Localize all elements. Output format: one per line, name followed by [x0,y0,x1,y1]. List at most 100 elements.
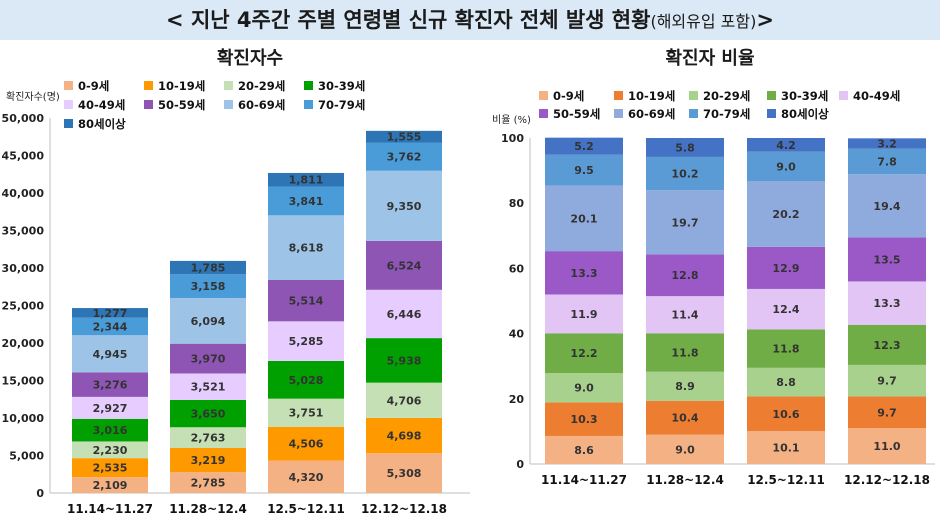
count-bar-segment [170,427,246,448]
ratio-bar-label: 12.4 [772,303,799,316]
ratio-legend-label: 10-19세 [628,89,675,103]
ratio-bar-label: 7.8 [877,155,897,168]
count-category-label: 11.28~12.4 [169,502,247,516]
count-legend-label: 0-9세 [78,79,109,93]
ratio-bar-segment [747,288,825,330]
ratio-bar-segment [747,246,825,289]
ratio-bar-segment [848,237,926,282]
count-bar-segment [268,172,344,187]
ratio-bar-label: 9.0 [675,443,695,456]
count-category-label: 12.5~12.11 [267,502,345,516]
ratio-chart-title: 확진자 비율 [665,48,755,69]
ratio-bar-segment [646,156,724,191]
ratio-bar-segment [545,294,623,334]
count-bar-segment [268,426,344,461]
count-bar-segment [170,297,246,344]
ratio-bar-label: 13.3 [873,297,900,310]
count-bar-label: 1,555 [387,131,422,144]
ratio-y-tick: 80 [509,197,525,210]
ratio-legend-swatch [614,91,623,100]
ratio-bar-label: 10.2 [671,168,698,181]
ratio-category-label: 12.5~12.11 [747,473,825,487]
ratio-bar-label: 8.6 [574,444,594,457]
count-bar-label: 3,762 [387,151,422,164]
count-bar-segment [72,396,148,419]
ratio-bar-label: 12.8 [671,269,698,282]
ratio-legend-swatch [614,109,623,118]
count-bar-label: 6,524 [387,259,422,272]
count-bar-segment [72,458,148,478]
ratio-bar-segment [646,190,724,255]
ratio-category-label: 11.14~11.27 [541,473,627,487]
ratio-bar-segment [747,431,825,464]
ratio-legend-label: 50-59세 [553,107,600,121]
count-bar-label: 4,706 [387,394,422,407]
count-y-tick: 30,000 [2,262,45,275]
page-title-suffix: > [756,8,774,32]
count-legend-label: 20-29세 [238,79,285,93]
count-bar-segment [72,477,148,493]
count-y-tick: 25,000 [2,300,45,313]
count-bar-label: 9,350 [387,200,422,213]
count-bar-segment [72,335,148,373]
page-subtitle: (해외유입 포함) [650,12,757,31]
ratio-bar-label: 12.3 [873,339,900,352]
count-legend-label: 40-49세 [78,98,125,112]
count-bar-label: 2,109 [93,479,128,492]
ratio-y-tick: 0 [516,458,524,471]
count-bar-segment [170,373,246,400]
count-bar-segment [72,418,148,442]
count-y-tick: 0 [36,487,44,500]
ratio-legend-swatch [689,91,698,100]
ratio-bar-label: 20.2 [772,208,799,221]
count-legend-swatch [64,100,73,109]
count-bar-label: 8,618 [289,242,324,255]
count-legend-swatch [144,100,153,109]
ratio-bar-label: 8.8 [776,376,796,389]
ratio-bar-segment [646,371,724,401]
ratio-bar-segment [646,333,724,372]
count-bar-label: 5,028 [289,374,324,387]
ratio-bar-label: 11.0 [873,440,900,453]
count-bar-label: 5,308 [387,467,422,480]
count-bar-segment [366,289,442,339]
count-bar-label: 3,970 [191,353,226,366]
count-bar-segment [268,398,344,427]
ratio-bar-label: 20.1 [570,212,597,225]
ratio-bar-label: 11.4 [671,309,698,322]
ratio-bar-label: 9.7 [877,375,897,388]
count-axis-title: 확진자수(명) [6,91,60,103]
ratio-bar-segment [848,364,926,397]
ratio-bar-label: 9.5 [574,164,594,177]
ratio-bar-segment [848,281,926,325]
count-y-tick: 40,000 [2,187,45,200]
count-bar-label: 4,945 [93,348,128,361]
count-bar-label: 4,320 [289,471,324,484]
ratio-legend-label: 0-9세 [553,89,584,103]
ratio-bar-segment [545,333,623,374]
count-bar-label: 2,535 [93,462,128,475]
count-legend-swatch [304,81,313,90]
count-bar-label: 3,751 [289,407,324,420]
ratio-legend-swatch [767,91,776,100]
count-bar-label: 2,927 [93,402,128,415]
ratio-bar-label: 13.5 [873,253,900,266]
ratio-bar-label: 5.2 [574,140,594,153]
count-legend-swatch [144,81,153,90]
ratio-bar-segment [545,154,623,186]
ratio-bar-segment [646,138,724,157]
ratio-bar-segment [646,434,724,464]
ratio-legend-swatch [839,91,848,100]
count-y-tick: 20,000 [2,337,45,350]
count-y-tick: 45,000 [2,150,45,163]
ratio-bar-segment [747,138,825,152]
ratio-bar-segment [646,400,724,435]
count-category-label: 12.12~12.18 [361,502,447,516]
count-y-tick: 5,000 [9,450,44,463]
count-bar-segment [366,338,442,383]
count-bar-label: 3,521 [191,381,226,394]
count-bar-segment [268,279,344,322]
count-bar-label: 1,277 [93,307,128,320]
title-bar: < 지난 4주간 주별 연령별 신규 확진자 전체 발생 현황(해외유입 포함)… [0,0,940,40]
ratio-bar-segment [848,148,926,175]
